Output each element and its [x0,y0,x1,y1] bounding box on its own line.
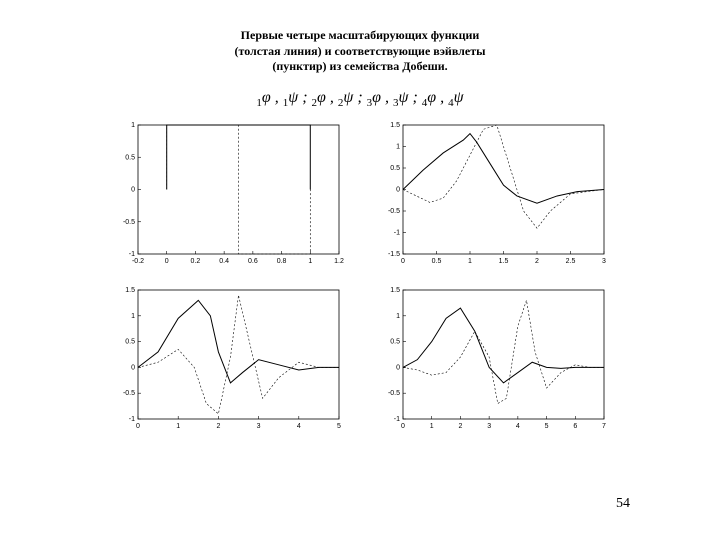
xtick-label: 0.5 [432,258,442,265]
ytick-label: 0.5 [390,165,400,172]
xtick-label: 4 [516,423,520,430]
ytick-label: 0 [131,186,135,193]
formula-symbol: ψ [288,89,298,106]
ytick-label: -1 [394,229,400,236]
xtick-label: 1.5 [499,258,509,265]
page-number: 54 [616,496,630,512]
formula-sep: , [381,89,393,106]
panel-db3: 0 1 2 3 4 5 -1 -0.5 0 0.5 1 1.5 [110,282,345,437]
formula-symbol: φ [317,89,326,106]
xtick-label: 3 [602,258,606,265]
formula-sep: ; [408,89,421,106]
ytick-label: 1 [396,143,400,150]
formula-symbol: ψ [399,89,409,106]
ytick-label: -1 [394,416,400,423]
title-line-1: Первые четыре масштабирующих функции [0,28,720,44]
xtick-label: 5 [545,423,549,430]
formula-sep: , [436,89,448,106]
xtick-label: -0.2 [132,258,144,265]
plot-border [138,290,339,419]
wavelet-line [403,300,604,403]
scaling-function-line [403,308,604,383]
xtick-label: 0 [165,258,169,265]
wavelet-line [403,125,604,228]
ytick-label: 1.5 [125,287,135,294]
xtick-label: 1 [468,258,472,265]
ytick-label: 0.5 [125,339,135,346]
panel-db1: -0.2 0 0.2 0.4 0.6 0.8 1 1.2 -1 -0.5 0 0.5 1 [110,117,345,272]
title-line-2: (толстая линия) и соответствующие вэйвле… [0,44,720,60]
xtick-label: 4 [297,423,301,430]
plot-border [403,290,604,419]
xtick-label: 6 [573,423,577,430]
wavelet-line [138,295,339,414]
xtick-label: 1 [430,423,434,430]
formula-symbol: ψ [343,89,353,106]
ytick-label: 1 [131,122,135,129]
ytick-label: -1.5 [388,251,400,258]
formula-symbol: φ [262,89,271,106]
formula-sep: ; [353,89,366,106]
xtick-label: 2 [216,423,220,430]
xtick-label: 3 [257,423,261,430]
ytick-label: 1.5 [390,287,400,294]
formula-symbol: φ [372,89,381,106]
ytick-label: -0.5 [388,390,400,397]
xtick-label: 3 [487,423,491,430]
formula-sep: ; [298,89,311,106]
formula-symbol: φ [427,89,436,106]
xtick-label: 2.5 [566,258,576,265]
xtick-label: 1 [308,258,312,265]
ytick-label: 0.5 [125,154,135,161]
scaling-function-line [403,134,604,204]
formula-row: 1φ , 1ψ ; 2φ , 2ψ ; 3φ , 3ψ ; 4φ , 4ψ [0,89,720,109]
chart-grid: -0.2 0 0.2 0.4 0.6 0.8 1 1.2 -1 -0.5 0 0.5 1 0 0.5 1 1.5… [110,117,610,437]
formula-sep: , [326,89,338,106]
ytick-label: 1 [396,313,400,320]
xtick-label: 1.2 [334,258,344,265]
ytick-label: 0 [131,364,135,371]
ytick-label: 0 [396,186,400,193]
xtick-label: 0.8 [277,258,287,265]
xtick-label: 0.2 [191,258,201,265]
xtick-label: 0 [401,423,405,430]
xtick-label: 7 [602,423,606,430]
formula-sep: , [271,89,283,106]
ytick-label: 1.5 [390,122,400,129]
panel-db4: 0 1 2 3 4 5 6 7 -1 -0.5 0 0.5 1 1.5 [375,282,610,437]
panel-db2: 0 0.5 1 1.5 2 2.5 3 -1.5 -1 -0.5 0 0.5 1 1.5 [375,117,610,272]
ytick-label: -0.5 [123,219,135,226]
formula-symbol: ψ [454,89,464,106]
xtick-label: 2 [458,423,462,430]
ytick-label: 1 [131,313,135,320]
ytick-label: -0.5 [123,390,135,397]
xtick-label: 0 [136,423,140,430]
chart-title: Первые четыре масштабирующих функции (то… [0,0,720,75]
ytick-label: -1 [129,251,135,258]
title-line-3: (пунктир) из семейства Добеши. [0,59,720,75]
xtick-label: 5 [337,423,341,430]
xtick-label: 1 [176,423,180,430]
ytick-label: 0.5 [390,339,400,346]
scaling-function-line [138,300,339,383]
xtick-label: 0.6 [248,258,258,265]
wavelet-line [167,125,311,254]
ytick-label: 0 [396,364,400,371]
xtick-label: 2 [535,258,539,265]
xtick-label: 0 [401,258,405,265]
plot-border [403,125,604,254]
xtick-label: 0.4 [219,258,229,265]
ytick-label: -1 [129,416,135,423]
ytick-label: -0.5 [388,208,400,215]
